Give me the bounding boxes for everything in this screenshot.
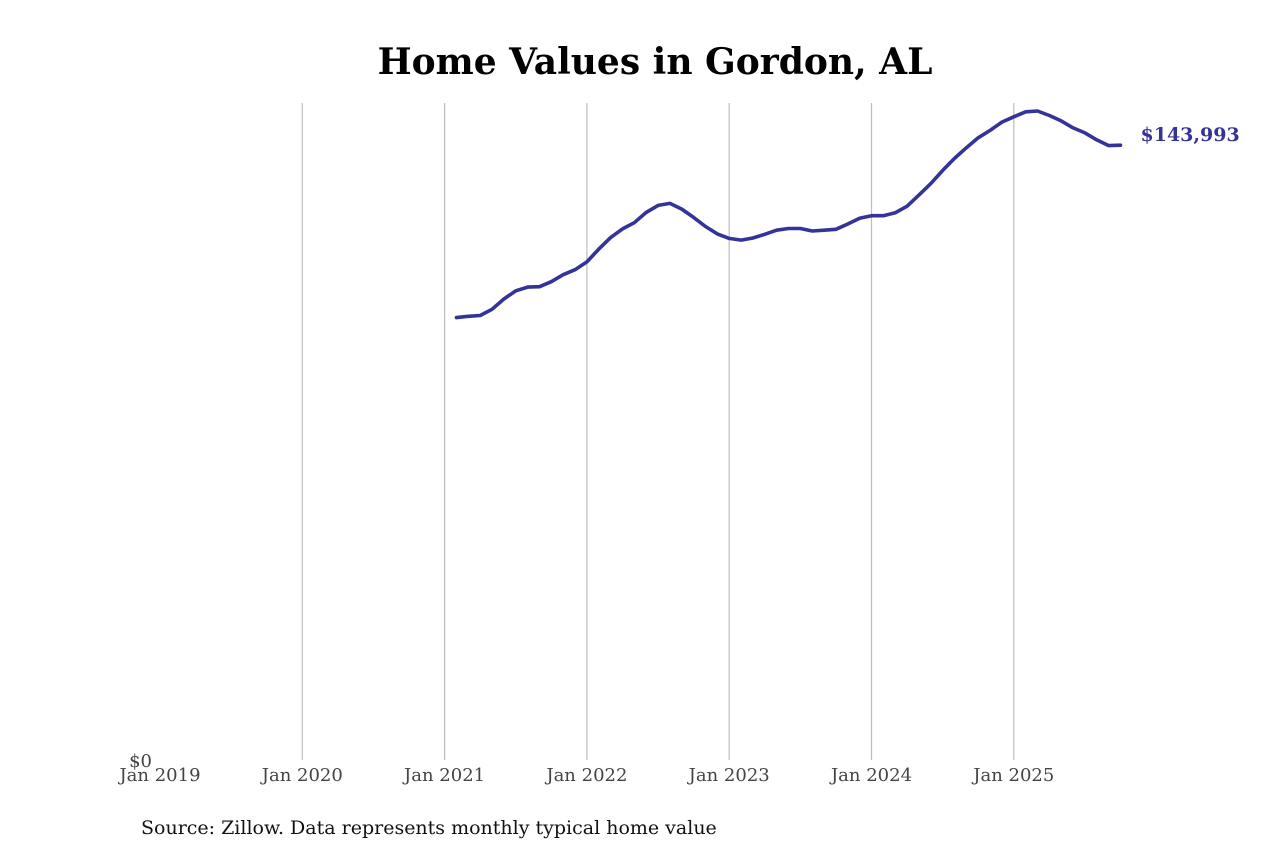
y-axis-ticks: $0 (129, 751, 152, 772)
x-axis-ticks: Jan 2019 Jan 2020 Jan 2021 Jan 2022 Jan 2023… (117, 765, 1054, 786)
x-tick-label: Jan 2022 (544, 765, 627, 786)
end-value-label: $143,993 (1141, 124, 1240, 146)
x-tick-label: Jan 2019 (117, 765, 200, 786)
x-tick-label: Jan 2024 (829, 765, 912, 786)
series-line (454, 109, 1123, 320)
x-tick-label: Jan 2020 (260, 765, 343, 786)
chart-title: Home Values in Gordon, AL (378, 41, 933, 83)
source-note: Source: Zillow. Data represents monthly … (141, 817, 717, 839)
x-tick-label: Jan 2025 (971, 765, 1054, 786)
y-tick-label: $0 (129, 751, 152, 772)
x-tick-label: Jan 2021 (402, 765, 485, 786)
x-tick-label: Jan 2023 (687, 765, 770, 786)
gridlines (301, 103, 1015, 760)
